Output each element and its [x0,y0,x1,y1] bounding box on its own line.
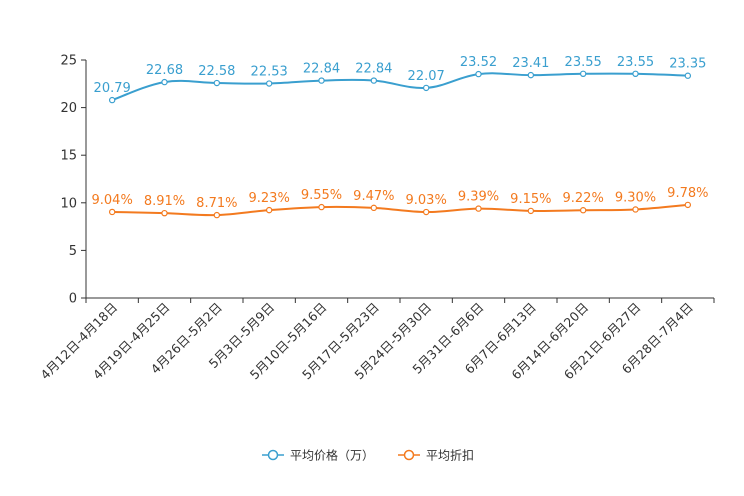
data-point [265,80,273,87]
data-point [370,77,378,84]
y-tick-label: 0 [69,292,77,307]
data-point [579,207,587,214]
y-tick-label: 10 [60,196,77,211]
data-label: 9.30% [615,190,656,205]
y-tick-label: 5 [69,244,77,259]
chart-axes: 05101520254月12日-4月18日4月19日-4月25日4月26日-5月… [37,54,715,382]
data-point [213,79,221,87]
data-label: 9.15% [510,192,551,207]
data-label: 23.41 [512,56,549,71]
data-label: 22.84 [355,62,392,77]
data-point [684,201,692,209]
data-point [318,203,325,211]
legend-item-2: 平均折扣 [398,448,474,463]
data-label: 9.22% [563,191,604,206]
y-tick-label: 15 [60,149,77,164]
chart-series: 20.79 22.68 22.58 22.53 22.84 22.84 22.07 23.52… [92,55,708,219]
data-point [318,77,325,84]
data-point [422,208,430,216]
data-point [475,70,482,78]
data-label: 9.23% [249,191,290,206]
data-label: 8.71% [196,196,237,211]
legend-item-1: 平均价格（万） [262,448,374,463]
legend-marker-icon [267,449,279,461]
y-tick-label: 25 [60,54,77,69]
data-point [265,206,273,214]
data-label: 9.55% [301,188,342,203]
data-label: 23.55 [617,55,654,70]
data-point [370,204,378,212]
data-label: 22.68 [146,63,183,78]
data-label: 20.79 [94,81,131,96]
data-label: 23.55 [565,55,602,70]
data-label: 22.07 [408,69,445,84]
legend-label: 平均折扣 [426,448,474,463]
data-label: 22.53 [251,65,288,80]
legend-marker-icon [403,449,415,461]
data-label: 9.78% [667,186,708,201]
data-point [632,70,639,78]
data-point [632,206,639,213]
data-label: 8.91% [144,194,185,209]
data-point [684,72,692,79]
y-tick-label: 20 [60,101,77,116]
data-label: 22.58 [198,64,235,79]
data-point [213,211,221,219]
data-label: 23.35 [669,57,706,72]
data-label: 23.52 [460,55,497,70]
series-line-1 [111,72,688,102]
data-point [422,84,430,92]
legend-label: 平均价格（万） [290,448,374,463]
data-label: 9.39% [458,190,499,205]
data-label: 22.84 [303,62,340,77]
data-point [108,96,116,104]
data-point [579,70,587,78]
data-point [108,208,116,216]
series-line-2 [112,203,688,217]
data-point [161,78,168,86]
data-point [475,205,482,212]
data-point [161,209,168,217]
chart-legend: 平均价格（万） 平均折扣 [262,448,474,463]
data-label: 9.03% [406,193,447,208]
data-point [527,71,535,79]
data-point [527,207,535,215]
data-label: 9.47% [353,189,394,204]
data-label: 9.04% [92,193,133,208]
